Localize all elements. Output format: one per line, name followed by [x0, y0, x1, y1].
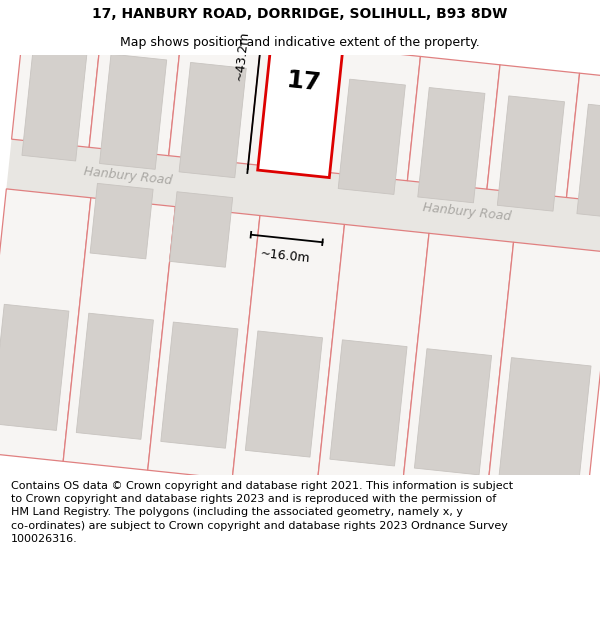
Text: Hanbury Road: Hanbury Road [83, 166, 173, 188]
Text: 17: 17 [284, 68, 322, 96]
Polygon shape [22, 46, 87, 161]
Polygon shape [415, 349, 491, 475]
Polygon shape [486, 242, 600, 516]
Polygon shape [170, 192, 233, 268]
Polygon shape [407, 56, 500, 189]
Polygon shape [232, 216, 344, 488]
Polygon shape [328, 48, 421, 181]
Text: ~16.0m: ~16.0m [259, 248, 311, 266]
Polygon shape [577, 104, 600, 217]
Polygon shape [566, 73, 600, 203]
Polygon shape [0, 304, 69, 431]
Polygon shape [487, 65, 580, 198]
Polygon shape [338, 79, 406, 194]
Text: Hanbury Road: Hanbury Road [422, 201, 511, 223]
Polygon shape [100, 54, 167, 169]
Polygon shape [63, 198, 175, 470]
Polygon shape [161, 322, 238, 448]
Polygon shape [499, 357, 591, 486]
Text: Map shows position and indicative extent of the property.: Map shows position and indicative extent… [120, 36, 480, 49]
Text: ~43.2m: ~43.2m [233, 29, 251, 81]
Polygon shape [76, 313, 154, 439]
Text: Contains OS data © Crown copyright and database right 2021. This information is : Contains OS data © Crown copyright and d… [11, 481, 513, 544]
Polygon shape [179, 62, 246, 178]
Polygon shape [89, 23, 182, 156]
Polygon shape [90, 183, 153, 259]
Polygon shape [248, 40, 341, 172]
Polygon shape [245, 331, 323, 457]
Polygon shape [0, 189, 91, 461]
Text: 17, HANBURY ROAD, DORRIDGE, SOLIHULL, B93 8DW: 17, HANBURY ROAD, DORRIDGE, SOLIHULL, B9… [92, 7, 508, 21]
Polygon shape [497, 96, 565, 211]
Polygon shape [7, 139, 600, 252]
Polygon shape [148, 207, 260, 479]
Polygon shape [317, 224, 429, 497]
Polygon shape [401, 233, 514, 506]
Polygon shape [169, 31, 262, 164]
Polygon shape [418, 88, 485, 202]
Polygon shape [330, 340, 407, 466]
Polygon shape [257, 0, 353, 177]
Polygon shape [11, 15, 102, 148]
